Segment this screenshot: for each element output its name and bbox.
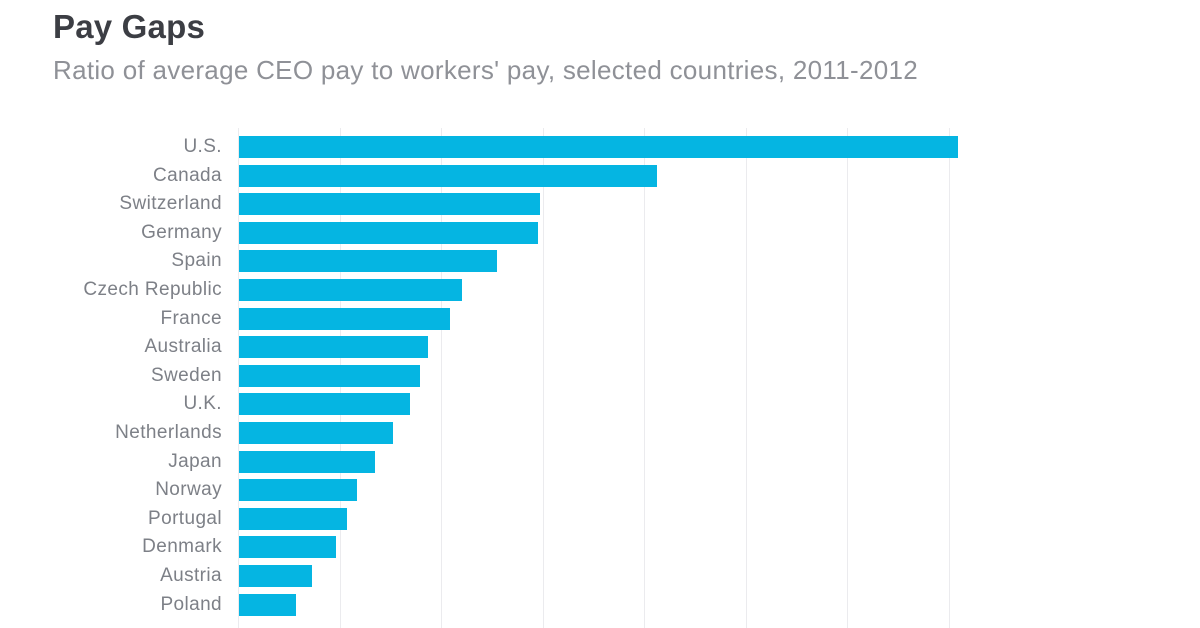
chart-subtitle: Ratio of average CEO pay to workers' pay… (53, 55, 918, 85)
bar (239, 221, 538, 244)
bar (239, 536, 336, 559)
category-label: Japan (168, 450, 222, 472)
gridline (949, 128, 950, 628)
bar (239, 307, 450, 330)
category-label: Sweden (150, 364, 222, 386)
bar (239, 336, 428, 359)
category-label: Austria (160, 565, 222, 586)
category-label: Spain (171, 250, 222, 272)
gridline (644, 128, 645, 628)
gridline (441, 128, 442, 628)
category-label: U.K. (183, 393, 222, 415)
bar (239, 507, 347, 530)
bar (239, 364, 420, 387)
category-label: Switzerland (119, 193, 222, 215)
bar (239, 136, 958, 158)
category-label: Portugal (148, 507, 222, 529)
category-label: U.S. (183, 136, 222, 157)
bar (239, 393, 410, 416)
gridline (543, 128, 544, 628)
category-label: Norway (155, 479, 222, 501)
bar (239, 479, 357, 502)
gridline (746, 128, 747, 628)
category-label: Australia (144, 336, 222, 358)
category-label: Poland (160, 593, 222, 615)
bar (239, 279, 462, 301)
bar (239, 193, 540, 216)
bar (239, 565, 312, 587)
category-label: Netherlands (115, 422, 222, 443)
category-label: Canada (153, 164, 222, 186)
bar (239, 593, 296, 616)
category-label: Denmark (142, 536, 222, 558)
category-label: Czech Republic (83, 279, 222, 300)
chart-title: Pay Gaps (53, 8, 206, 45)
gridline (847, 128, 848, 628)
bar (239, 250, 497, 273)
bar (239, 422, 393, 444)
bar (239, 164, 657, 187)
category-label: France (160, 307, 222, 329)
gridline (238, 128, 239, 628)
category-label: Germany (141, 221, 222, 243)
bar (239, 450, 375, 473)
